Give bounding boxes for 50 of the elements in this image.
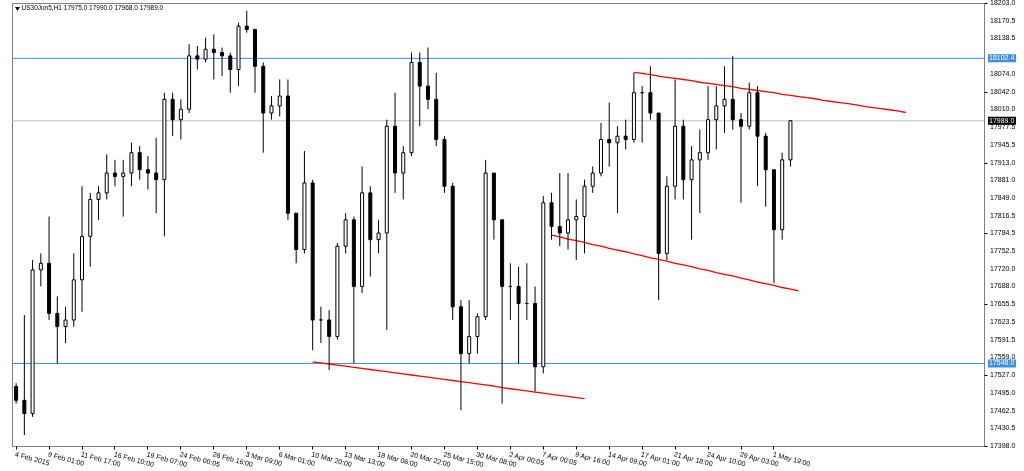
candlestick (178, 98, 183, 140)
candlestick (211, 33, 216, 80)
candlestick (730, 55, 735, 131)
candlestick (739, 112, 743, 204)
candlestick (112, 159, 117, 187)
candlestick (417, 52, 422, 127)
candlestick (220, 47, 225, 77)
candlestick (467, 299, 472, 364)
candlestick (14, 382, 19, 405)
candlestick (722, 65, 727, 134)
candlestick (475, 312, 480, 355)
line-series (633, 71, 907, 114)
candlestick (121, 159, 126, 218)
candlestick (195, 45, 200, 71)
candlestick (401, 145, 406, 200)
candlestick (615, 125, 620, 214)
candlestick (104, 153, 109, 200)
candlestick (623, 119, 628, 150)
candlestick (574, 198, 579, 261)
candlestick (244, 10, 249, 34)
candlestick (376, 219, 381, 254)
candlestick (277, 78, 282, 117)
line-series (550, 234, 800, 292)
candlestick (557, 172, 562, 247)
candlestick (516, 266, 521, 364)
candlestick (55, 295, 60, 364)
candlestick (145, 155, 150, 191)
line-series (312, 361, 586, 400)
candlestick (648, 65, 653, 121)
candlestick (590, 165, 595, 194)
candlestick (203, 37, 208, 63)
candlestick (96, 185, 101, 221)
candlestick (714, 85, 719, 150)
candlestick (318, 306, 323, 344)
candlestick (549, 192, 554, 241)
candlestick (170, 92, 175, 137)
candlestick (689, 145, 694, 241)
candlestick (269, 95, 274, 121)
candlestick (63, 306, 68, 344)
candlestick (327, 309, 332, 371)
candlestick (566, 172, 571, 251)
candlestick (22, 314, 27, 436)
candlestick (607, 102, 612, 167)
candlestick (154, 137, 159, 214)
candlestick (228, 52, 233, 94)
candlestick (129, 142, 134, 187)
candlestick (697, 129, 702, 214)
candlestick (38, 252, 43, 287)
candlestick (425, 47, 430, 110)
candlestick (137, 145, 142, 181)
